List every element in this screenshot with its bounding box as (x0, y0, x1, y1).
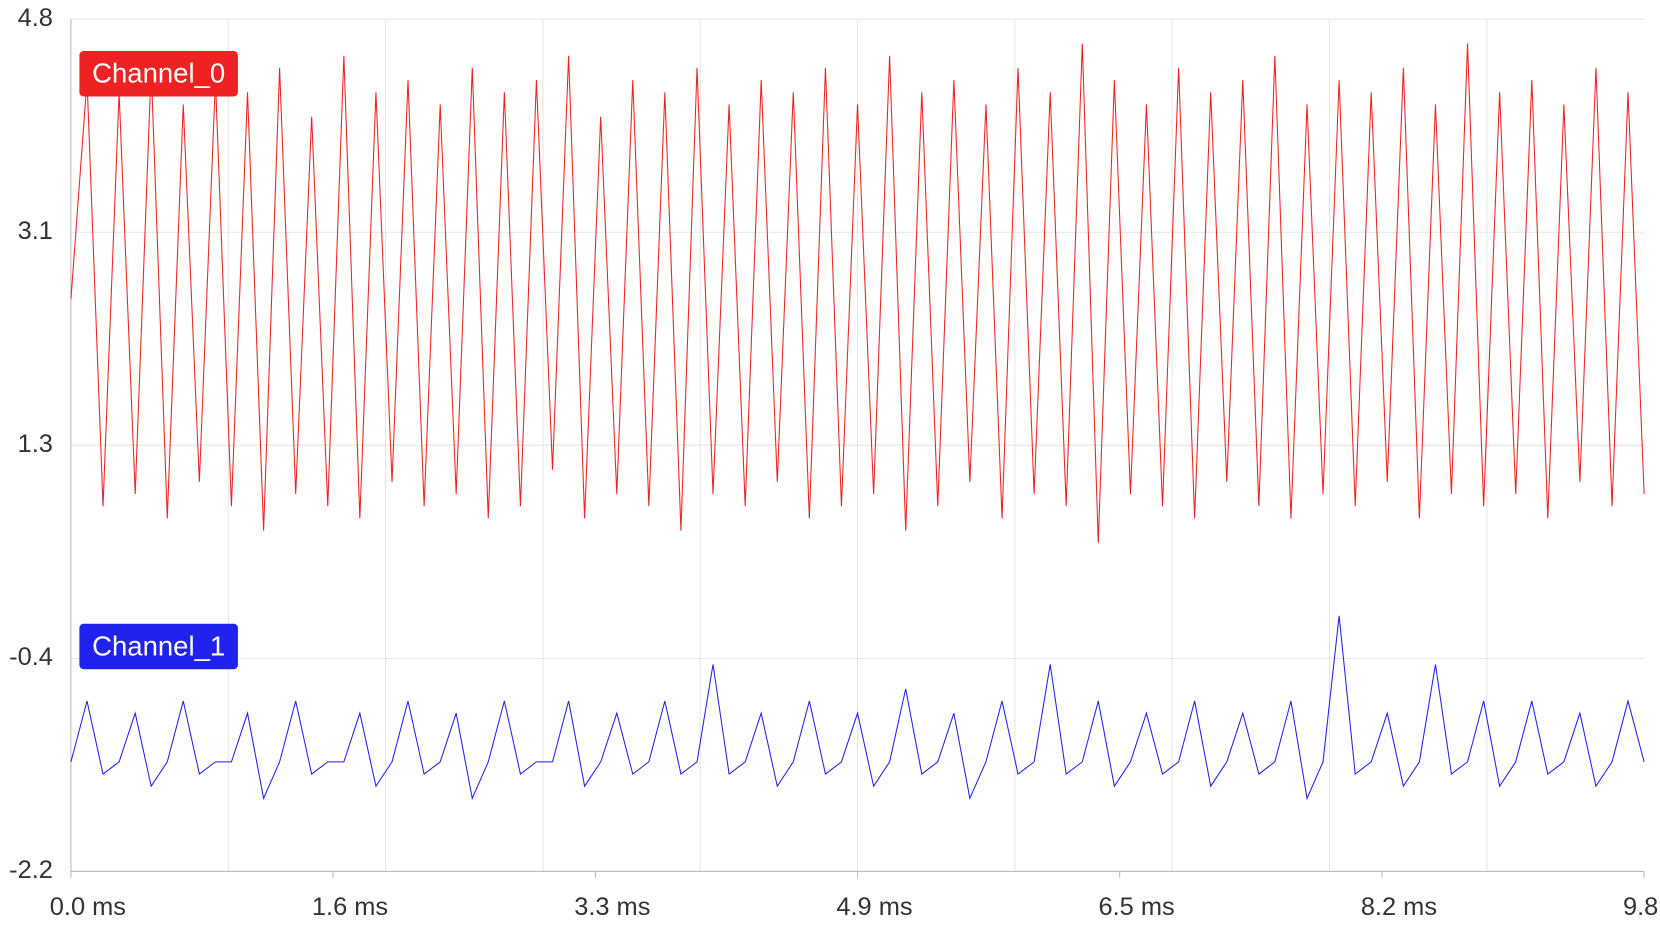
x-tick-label: 4.9 ms (836, 893, 912, 921)
x-tick-label: 9.8 ms (1623, 893, 1660, 921)
legend-badge (79, 623, 238, 670)
y-tick-label: 3.1 (18, 217, 53, 245)
legend-label: Channel_0 (92, 58, 225, 89)
legend-item: Channel_0 (79, 50, 238, 97)
y-tick-label: 1.3 (18, 430, 53, 458)
y-tick-label: 4.8 (18, 4, 53, 32)
y-tick-label: -2.2 (9, 856, 53, 884)
series-line (70, 615, 1645, 801)
y-tick-label: -0.4 (9, 643, 53, 671)
x-tick-label: 6.5 ms (1099, 893, 1175, 921)
x-tick-label: 0.0 ms (50, 893, 126, 921)
x-tick-label: 8.2 ms (1361, 893, 1437, 921)
series-line (70, 43, 1645, 543)
x-tick-label: 3.3 ms (574, 893, 650, 921)
legend-item: Channel_1 (79, 623, 238, 670)
legend-label: Channel_1 (92, 630, 225, 661)
legend-badge (79, 50, 238, 97)
x-tick-label: 1.6 ms (312, 893, 388, 921)
